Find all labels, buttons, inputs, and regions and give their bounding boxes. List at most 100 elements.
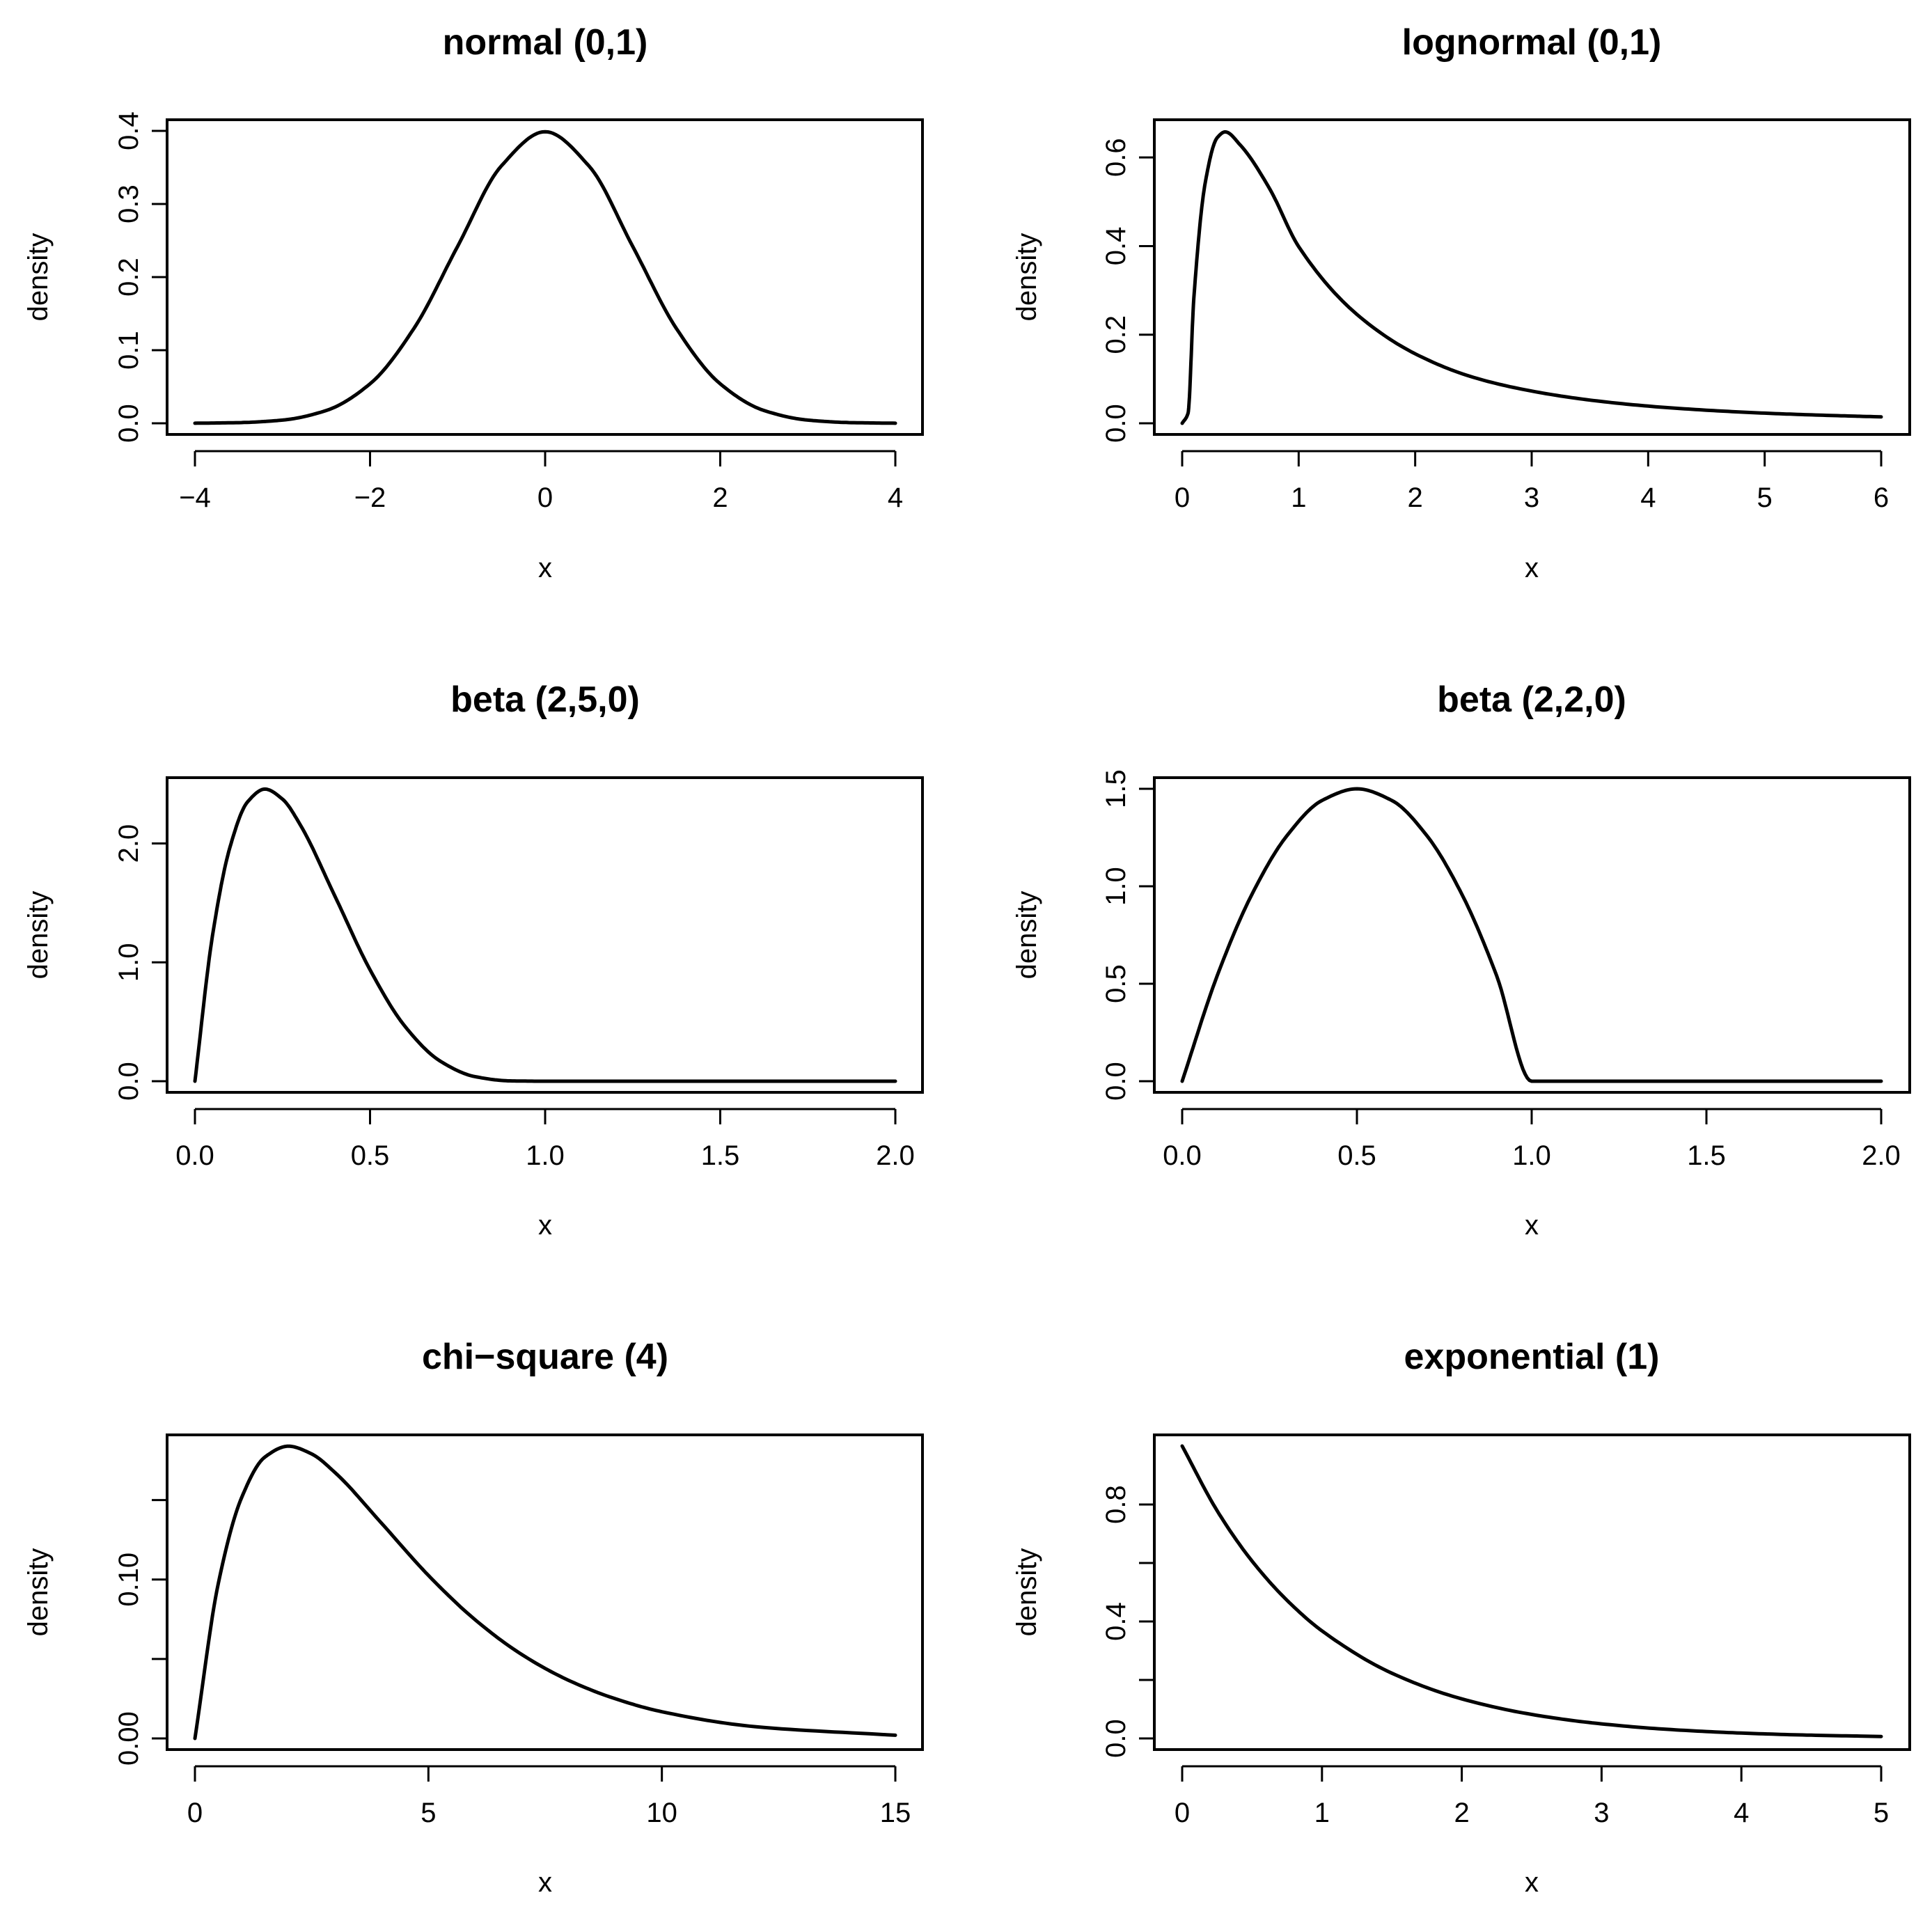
y-axis-label: density — [23, 1548, 54, 1637]
y-axis: 0.0 0.2 0.4 0.6 — [1101, 138, 1156, 443]
x-axis-label: x — [1525, 1867, 1539, 1898]
y-tick-label: 2.0 — [113, 824, 144, 863]
density-curve — [1180, 130, 1883, 425]
x-tick-label: 0 — [187, 1798, 203, 1828]
x-axis-label: x — [538, 1867, 552, 1898]
x-axis-label: x — [538, 1210, 552, 1241]
x-axis-label: x — [538, 553, 552, 583]
chart-title: beta (2,5,0) — [450, 679, 640, 720]
y-tick-label: 0.0 — [1101, 1719, 1131, 1758]
y-tick-label: 1.5 — [1101, 769, 1131, 808]
y-tick-label: 0.2 — [1101, 315, 1131, 354]
x-axis-label: x — [1525, 553, 1539, 583]
x-tick-label: 0.0 — [1163, 1140, 1202, 1171]
x-tick-label: 2.0 — [1862, 1140, 1901, 1171]
density-curve — [1180, 1444, 1883, 1738]
panel-lognormal: lognormal (0,1) 0 1 2 3 4 5 6 0.0 0.2 0.4 0.6 x d… — [1012, 22, 1911, 583]
y-tick-label: 0.0 — [113, 404, 144, 443]
panel-normal: normal (0,1) −4 −2 0 2 4 0.0 0.1 0.2 0.3 0.4 x d… — [23, 22, 924, 583]
x-axis: 0.0 0.5 1.0 1.5 2.0 — [175, 1108, 915, 1171]
y-tick-label: 1.0 — [1101, 867, 1131, 906]
x-tick-label: 1 — [1314, 1798, 1330, 1828]
x-tick-label: 5 — [421, 1798, 436, 1828]
y-axis-label: density — [1012, 891, 1042, 980]
x-tick-label: 0 — [1175, 1798, 1190, 1828]
y-tick-label: 0.2 — [113, 258, 144, 297]
plot-frame — [166, 1433, 924, 1751]
y-axis: 0.0 0.1 0.2 0.3 0.4 — [113, 111, 168, 443]
y-tick-label: 0.4 — [113, 111, 144, 150]
y-tick-label: 0.0 — [113, 1062, 144, 1101]
plot-frame — [166, 776, 924, 1094]
x-tick-label: 2 — [1408, 482, 1423, 513]
x-axis: 0 1 2 3 4 5 — [1175, 1765, 1889, 1828]
x-tick-label: 10 — [646, 1798, 677, 1828]
x-tick-label: −4 — [179, 482, 211, 513]
plot-frame — [1153, 1433, 1911, 1751]
y-tick-label: 0.5 — [1101, 964, 1131, 1003]
panel-beta-2-5: beta (2,5,0) 0.0 0.5 1.0 1.5 2.0 0.0 1.0 2.0 x… — [23, 679, 924, 1241]
y-axis: 0.00 0.10 — [113, 1499, 168, 1766]
x-tick-label: 0.5 — [1337, 1140, 1376, 1171]
y-tick-label: 0.6 — [1101, 138, 1131, 177]
chart-title: normal (0,1) — [443, 22, 648, 63]
y-tick-label: 0.4 — [1101, 227, 1131, 266]
y-axis-label: density — [23, 891, 54, 980]
x-axis: 0 1 2 3 4 5 6 — [1175, 450, 1889, 513]
density-curve — [193, 787, 897, 1083]
panel-exponential: exponential (1) 0 1 2 3 4 5 0.0 0.4 0.8 x densi… — [1012, 1337, 1911, 1898]
y-tick-label: 0.10 — [113, 1553, 144, 1607]
chart-title: chi−square (4) — [422, 1337, 668, 1377]
y-axis-label: density — [23, 233, 54, 322]
x-tick-label: 0.0 — [175, 1140, 214, 1171]
chart-title: exponential (1) — [1404, 1337, 1660, 1377]
x-axis: −4 −2 0 2 4 — [179, 450, 903, 513]
density-curve — [1180, 787, 1883, 1083]
x-tick-label: 2 — [1454, 1798, 1469, 1828]
chart-title: lognormal (0,1) — [1402, 22, 1662, 63]
y-axis: 0.0 0.4 0.8 — [1101, 1485, 1156, 1758]
y-tick-label: 1.0 — [113, 943, 144, 982]
x-axis: 0.0 0.5 1.0 1.5 2.0 — [1163, 1108, 1901, 1171]
y-axis-label: density — [1012, 1548, 1042, 1637]
x-tick-label: 6 — [1874, 482, 1889, 513]
x-tick-label: 3 — [1524, 482, 1539, 513]
plot-frame — [166, 118, 924, 436]
y-axis-label: density — [1012, 233, 1042, 322]
density-curve — [193, 129, 897, 425]
panel-chi-square: chi−square (4) 0 5 10 15 0.00 0.10 x density — [23, 1337, 924, 1898]
y-tick-label: 0.3 — [113, 184, 144, 223]
x-tick-label: 5 — [1757, 482, 1773, 513]
chart-title: beta (2,2,0) — [1437, 679, 1626, 720]
x-tick-label: 0.5 — [351, 1140, 390, 1171]
y-tick-label: 0.1 — [113, 331, 144, 370]
x-tick-label: 0 — [1175, 482, 1190, 513]
x-tick-label: 1.0 — [1512, 1140, 1551, 1171]
x-tick-label: 1.5 — [701, 1140, 740, 1171]
x-tick-label: 4 — [1734, 1798, 1749, 1828]
y-axis: 0.0 0.5 1.0 1.5 — [1101, 769, 1156, 1101]
y-tick-label: 0.4 — [1101, 1602, 1131, 1641]
y-axis: 0.0 1.0 2.0 — [113, 824, 168, 1101]
x-tick-label: 1.5 — [1687, 1140, 1726, 1171]
x-tick-label: 1 — [1291, 482, 1306, 513]
x-tick-label: 15 — [880, 1798, 911, 1828]
y-tick-label: 0.00 — [113, 1711, 144, 1766]
x-tick-label: 2 — [712, 482, 728, 513]
density-curve — [193, 1444, 897, 1741]
panel-beta-2-2: beta (2,2,0) 0.0 0.5 1.0 1.5 2.0 0.0 0.5 1.0 1.… — [1012, 679, 1911, 1241]
x-tick-label: 0 — [537, 482, 553, 513]
x-tick-label: 4 — [888, 482, 903, 513]
plot-frame — [1153, 776, 1911, 1094]
y-tick-label: 0.0 — [1101, 404, 1131, 443]
plot-frame — [1153, 118, 1911, 436]
y-tick-label: 0.8 — [1101, 1485, 1131, 1524]
x-tick-label: 5 — [1874, 1798, 1889, 1828]
x-tick-label: 4 — [1640, 482, 1656, 513]
x-tick-label: 2.0 — [876, 1140, 915, 1171]
x-axis: 0 5 10 15 — [187, 1765, 911, 1828]
y-tick-label: 0.0 — [1101, 1062, 1131, 1101]
x-tick-label: 1.0 — [526, 1140, 565, 1171]
x-axis-label: x — [1525, 1210, 1539, 1241]
